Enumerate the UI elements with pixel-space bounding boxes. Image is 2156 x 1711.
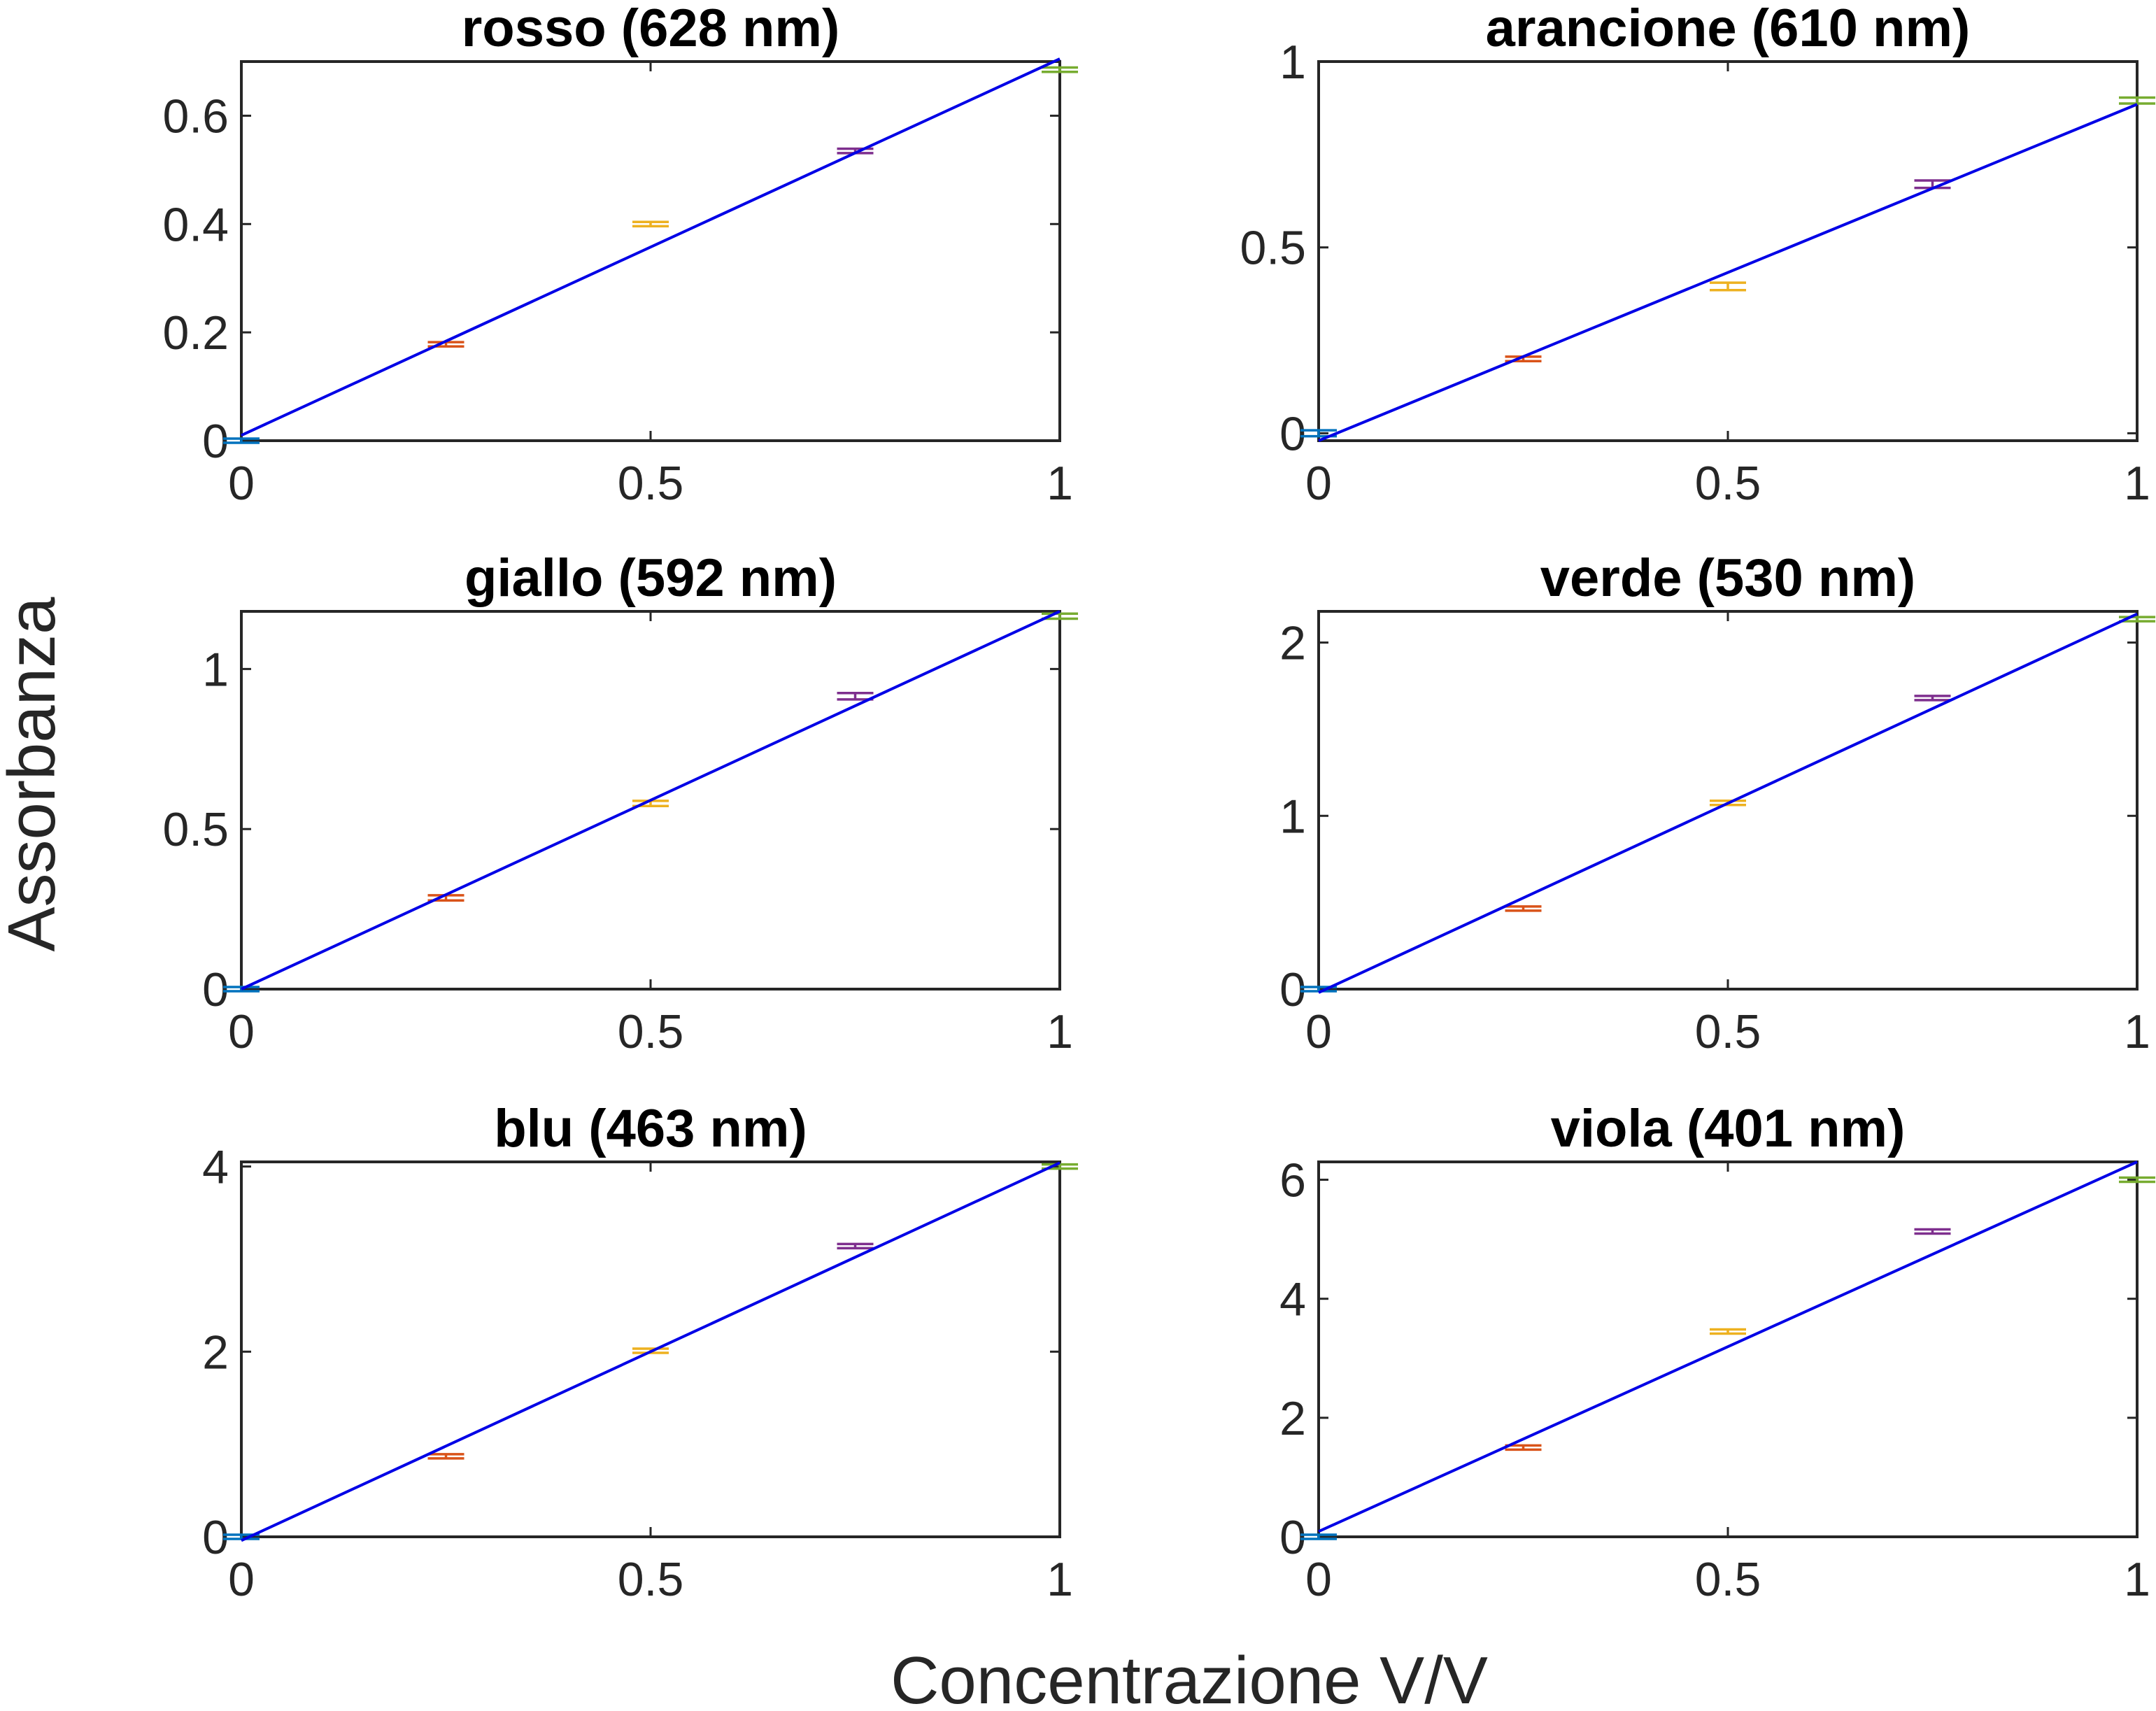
x-tick-label: 0.5 (618, 457, 684, 510)
panel-1: arancione (610 nm) 0 0.5 1 0 0.5 1 (1240, 0, 2155, 510)
y-tick-label: 0.5 (162, 803, 229, 856)
x-tick-label: 0.5 (1695, 1553, 1761, 1606)
data-point-errorbar (1505, 905, 1542, 912)
panel-title: blu (463 nm) (494, 1099, 807, 1158)
data-point-errorbar (223, 437, 260, 444)
y-tick-label: 0 (1279, 1511, 1306, 1564)
y-axis-label: Assorbanza (0, 597, 69, 952)
fit-line (241, 57, 1061, 437)
y-tick-label: 1 (1279, 36, 1306, 89)
panel-title: verde (530 nm) (1540, 548, 1915, 608)
x-tick-label: 1 (2124, 1553, 2150, 1606)
data-point-errorbar (1710, 1328, 1746, 1335)
y-tick-label: 2 (202, 1326, 229, 1379)
panel-title: viola (401 nm) (1551, 1099, 1906, 1158)
x-tick-label: 0 (1305, 1553, 1332, 1606)
x-axis-label: Concentrazione V/V (891, 1643, 1488, 1711)
y-tick-label: 0.6 (162, 90, 229, 143)
y-tick-label: 0 (202, 1511, 229, 1564)
y-tick-label: 0.5 (1240, 222, 1306, 275)
plot-frame (1317, 60, 2139, 442)
panel-2: giallo (592 nm) 0 0.5 1 0 0.5 1 (162, 548, 1078, 1058)
panel-title: giallo (592 nm) (464, 548, 837, 608)
y-tick-label: 0.2 (162, 306, 229, 360)
x-tick-label: 0 (228, 457, 255, 510)
x-tick-label: 1 (2124, 1005, 2150, 1058)
plot-frame (240, 60, 1061, 442)
x-tick-label: 0 (228, 1005, 255, 1058)
y-tick-label: 0 (202, 415, 229, 468)
data-point-errorbar (1042, 612, 1078, 620)
x-tick-label: 1 (2124, 457, 2150, 510)
fit-line (1318, 1160, 2138, 1533)
y-tick-label: 0 (202, 963, 229, 1016)
data-point-errorbar (2119, 96, 2155, 105)
y-tick-label: 6 (1279, 1154, 1306, 1207)
y-tick-label: 0.4 (162, 198, 229, 251)
fit-line (1318, 612, 2138, 994)
y-tick-label: 0 (1279, 963, 1306, 1016)
data-point-errorbar (837, 1242, 874, 1250)
x-tick-label: 0.5 (1695, 457, 1761, 510)
data-point-errorbar (1300, 1533, 1337, 1540)
x-tick-label: 0.5 (1695, 1005, 1761, 1058)
panel-title: rosso (628 nm) (462, 0, 840, 58)
panel-3: verde (530 nm) 0 0.5 1 0 1 2 (1279, 548, 2155, 1058)
fit-line (1318, 103, 2138, 442)
data-point-errorbar (1042, 66, 1078, 73)
x-tick-label: 1 (1047, 1005, 1073, 1058)
x-tick-label: 0.5 (618, 1005, 684, 1058)
data-point-errorbar (632, 220, 669, 228)
x-tick-label: 0 (228, 1553, 255, 1606)
data-point-errorbar (1914, 695, 1951, 702)
fit-line (241, 610, 1061, 991)
panel-title: arancione (610 nm) (1486, 0, 1971, 58)
y-tick-label: 2 (1279, 1392, 1306, 1445)
data-point-errorbar (1710, 281, 1746, 292)
x-tick-label: 0.5 (618, 1553, 684, 1606)
x-tick-label: 0 (1305, 457, 1332, 510)
y-tick-label: 1 (202, 643, 229, 696)
panel-5: viola (401 nm) 0 0.5 1 0 2 4 6 (1279, 1099, 2155, 1606)
y-tick-label: 4 (202, 1141, 229, 1194)
x-tick-label: 1 (1047, 1553, 1073, 1606)
y-tick-label: 1 (1279, 790, 1306, 843)
y-tick-label: 0 (1279, 407, 1306, 460)
x-tick-label: 0 (1305, 1005, 1332, 1058)
data-point-errorbar (1914, 1228, 1951, 1235)
panel-4: blu (463 nm) 0 0.5 1 0 2 4 (202, 1099, 1078, 1606)
fit-line (241, 1161, 1061, 1542)
x-tick-label: 1 (1047, 457, 1073, 510)
data-point-errorbar (2119, 616, 2155, 623)
y-tick-label: 4 (1279, 1273, 1306, 1326)
y-tick-label: 2 (1279, 617, 1306, 670)
panel-0: rosso (628 nm) 0 0.5 1 0 0.2 0.4 0.6 (162, 0, 1078, 510)
data-point-errorbar (427, 1453, 464, 1460)
data-point-errorbar (2119, 1176, 2155, 1184)
